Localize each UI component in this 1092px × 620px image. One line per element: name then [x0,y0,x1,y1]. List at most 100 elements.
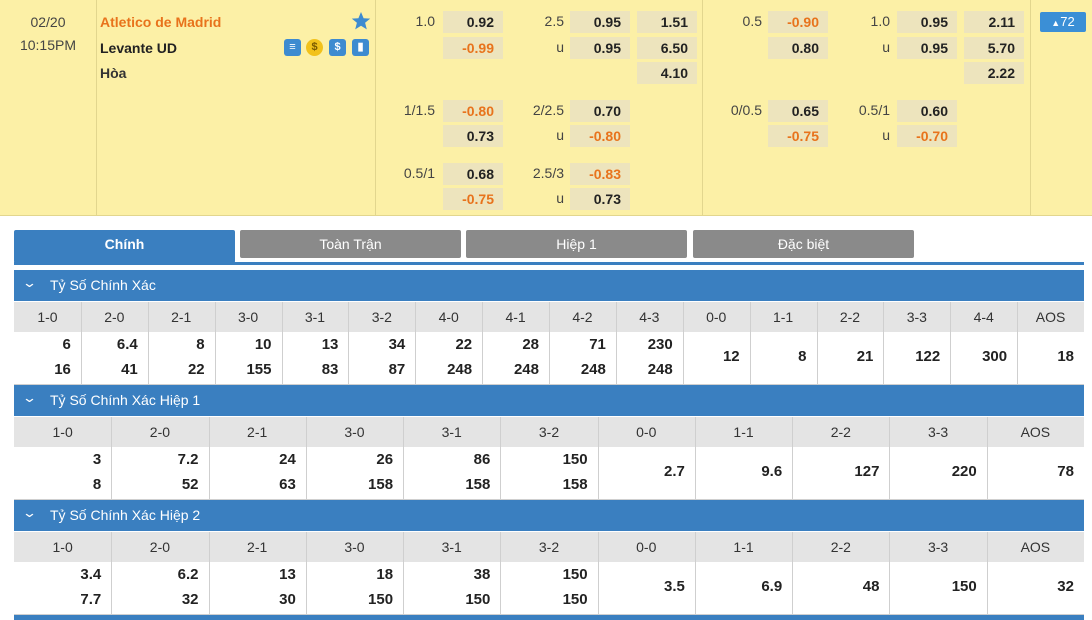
odds-value[interactable]: 0.65 [768,100,828,122]
odds-value[interactable]: 86 [473,451,491,468]
odds-value[interactable]: 0.95 [897,11,957,33]
odds-value[interactable]: 150 [465,591,491,608]
odds-value[interactable]: 10 [254,336,272,353]
odds-value[interactable]: 22 [187,361,205,378]
odds-value[interactable]: 7.2 [177,451,199,468]
odds-value[interactable]: 300 [982,348,1008,365]
odds-value[interactable]: 30 [279,591,296,608]
odds-value[interactable]: -0.80 [570,125,630,147]
odds-value[interactable]: 8 [92,476,102,493]
odds-value[interactable]: 158 [562,476,588,493]
odds-value[interactable]: 248 [513,361,539,378]
odds-value[interactable]: -0.83 [570,163,630,185]
odds-value[interactable]: 52 [181,476,199,493]
odds-value[interactable]: 48 [862,578,880,595]
odds-value[interactable]: 12 [722,348,740,365]
tab[interactable]: Đặc biệt [693,230,914,258]
odds-value[interactable]: 2.22 [964,62,1024,84]
odds-value[interactable]: 3.4 [80,566,102,583]
odds-value[interactable]: 0.80 [768,37,828,59]
odds-value[interactable]: 87 [388,361,406,378]
odds-value[interactable]: 0.73 [443,125,503,147]
odds-value[interactable]: 0.95 [570,11,630,33]
odds-value[interactable]: 158 [368,476,394,493]
odds-value[interactable]: 18 [1057,348,1074,365]
odds-value[interactable]: 155 [246,361,272,378]
odds-value[interactable]: 6.50 [637,37,697,59]
odds-value[interactable]: 26 [376,451,394,468]
odds-value[interactable]: 41 [121,361,138,378]
odds-value[interactable]: 5.70 [964,37,1024,59]
odds-value[interactable]: -0.75 [768,125,828,147]
odds-value[interactable]: 7.7 [80,591,102,608]
odds-value[interactable]: 248 [647,361,673,378]
odds-value[interactable]: 21 [856,348,874,365]
more-badge[interactable]: ▲72 [1040,12,1086,32]
away-team[interactable]: Levante UD [100,40,178,56]
odds-value[interactable]: 0.68 [443,163,503,185]
odds-value[interactable]: 8 [196,336,205,353]
odds-value[interactable]: 3.5 [664,578,685,595]
odds-value[interactable]: 0.92 [443,11,503,33]
odds-value[interactable]: 8 [798,348,807,365]
odds-value[interactable]: -0.70 [897,125,957,147]
odds-value[interactable]: 248 [447,361,473,378]
chevron[interactable]: ⌄ [21,275,38,290]
odds-value[interactable]: 28 [522,336,539,353]
odds-value[interactable]: 150 [562,451,588,468]
odds-value[interactable]: -0.99 [443,37,503,59]
odds-value[interactable]: 3 [92,451,102,468]
odds-value[interactable]: 32 [1057,578,1074,595]
odds-value[interactable]: 248 [580,361,606,378]
odds-value[interactable]: 158 [465,476,491,493]
odds-value[interactable]: 16 [54,361,71,378]
odds-value[interactable]: 9.6 [761,463,783,480]
odds-value[interactable]: 150 [368,591,394,608]
odds-value[interactable]: 71 [589,336,606,353]
odds-value[interactable]: 0.73 [570,188,630,210]
odds-value[interactable]: 127 [854,463,880,480]
tab[interactable]: Chính [14,230,235,263]
odds-value[interactable]: -0.75 [443,188,503,210]
odds-value[interactable]: 122 [915,348,941,365]
odds-value[interactable]: 0.95 [897,37,957,59]
odds-value[interactable]: 4.10 [637,62,697,84]
favorite-star[interactable] [351,11,371,31]
odds-value[interactable]: 38 [473,566,491,583]
odds-value[interactable]: 150 [951,578,977,595]
odds-value[interactable]: 0.60 [897,100,957,122]
odds-value[interactable]: 2.11 [964,11,1024,33]
odds-value[interactable]: 6.4 [116,336,138,353]
money-icon[interactable]: $ [329,39,346,56]
tab[interactable]: Hiệp 1 [466,230,687,258]
odds-value[interactable]: 6 [62,336,71,353]
odds-value[interactable]: 22 [455,336,473,353]
odds-value[interactable]: 220 [951,463,977,480]
odds-value[interactable]: 13 [321,336,339,353]
odds-value[interactable]: 150 [562,566,588,583]
home-team[interactable]: Atletico de Madrid [100,14,222,30]
odds-value[interactable]: 1.51 [637,11,697,33]
odds-value[interactable]: 24 [279,451,296,468]
stats-icon[interactable]: ≡ [284,39,301,56]
odds-value[interactable]: 6.2 [177,566,199,583]
odds-value[interactable]: 0.95 [570,37,630,59]
odds-value[interactable]: -0.80 [443,100,503,122]
odds-value[interactable]: 150 [562,591,588,608]
odds-value[interactable]: -0.90 [768,11,828,33]
chart-icon[interactable]: ▮ [352,39,369,56]
odds-value[interactable]: 83 [321,361,339,378]
odds-value[interactable]: 78 [1057,463,1074,480]
coin-icon[interactable]: $ [306,39,323,56]
odds-value[interactable]: 34 [388,336,406,353]
odds-value[interactable]: 18 [376,566,394,583]
odds-value[interactable]: 32 [181,591,199,608]
odds-value[interactable]: 0.70 [570,100,630,122]
odds-value[interactable]: 6.9 [761,578,783,595]
odds-value[interactable]: 230 [647,336,673,353]
odds-value[interactable]: 63 [279,476,296,493]
odds-value[interactable]: 2.7 [664,463,685,480]
chevron[interactable]: ⌄ [21,505,38,520]
chevron[interactable]: ⌄ [21,390,38,405]
tab[interactable]: Toàn Trận [240,230,461,258]
